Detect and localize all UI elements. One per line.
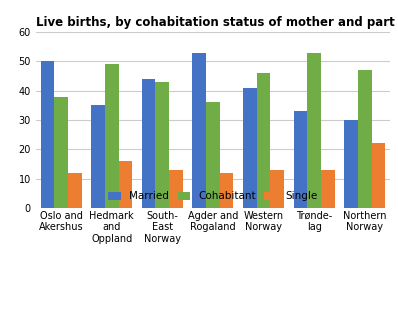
Bar [358, 70, 372, 208]
Legend: Married, Cohabitant, Single: Married, Cohabitant, Single [105, 188, 320, 204]
Bar [68, 173, 82, 208]
Bar [105, 64, 119, 208]
Bar [206, 102, 220, 208]
Bar [372, 143, 385, 208]
Bar [119, 161, 132, 208]
Bar [270, 170, 284, 208]
Bar [294, 111, 307, 208]
Bar [156, 82, 169, 208]
Bar [142, 79, 156, 208]
Bar [91, 105, 105, 208]
Bar [169, 170, 183, 208]
Bar [41, 61, 54, 208]
Bar [193, 52, 206, 208]
Bar [321, 170, 335, 208]
Bar [243, 88, 257, 208]
Bar [220, 173, 233, 208]
Bar [54, 97, 68, 208]
Text: Live births, by cohabitation status of mother and part of country. 2011: Live births, by cohabitation status of m… [36, 16, 398, 29]
Bar [257, 73, 270, 208]
Bar [307, 52, 321, 208]
Bar [344, 120, 358, 208]
